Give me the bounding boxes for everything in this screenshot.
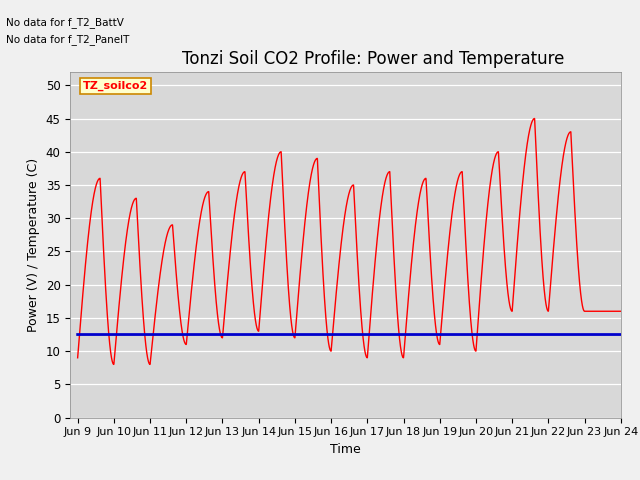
Title: Tonzi Soil CO2 Profile: Power and Temperature: Tonzi Soil CO2 Profile: Power and Temper… (182, 49, 564, 68)
X-axis label: Time: Time (330, 443, 361, 456)
Legend: CR23X Temperature, CR23X Voltage: CR23X Temperature, CR23X Voltage (178, 479, 513, 480)
Text: No data for f_T2_PanelT: No data for f_T2_PanelT (6, 34, 130, 45)
Y-axis label: Power (V) / Temperature (C): Power (V) / Temperature (C) (28, 158, 40, 332)
Text: TZ_soilco2: TZ_soilco2 (83, 81, 148, 91)
Text: No data for f_T2_BattV: No data for f_T2_BattV (6, 17, 124, 28)
